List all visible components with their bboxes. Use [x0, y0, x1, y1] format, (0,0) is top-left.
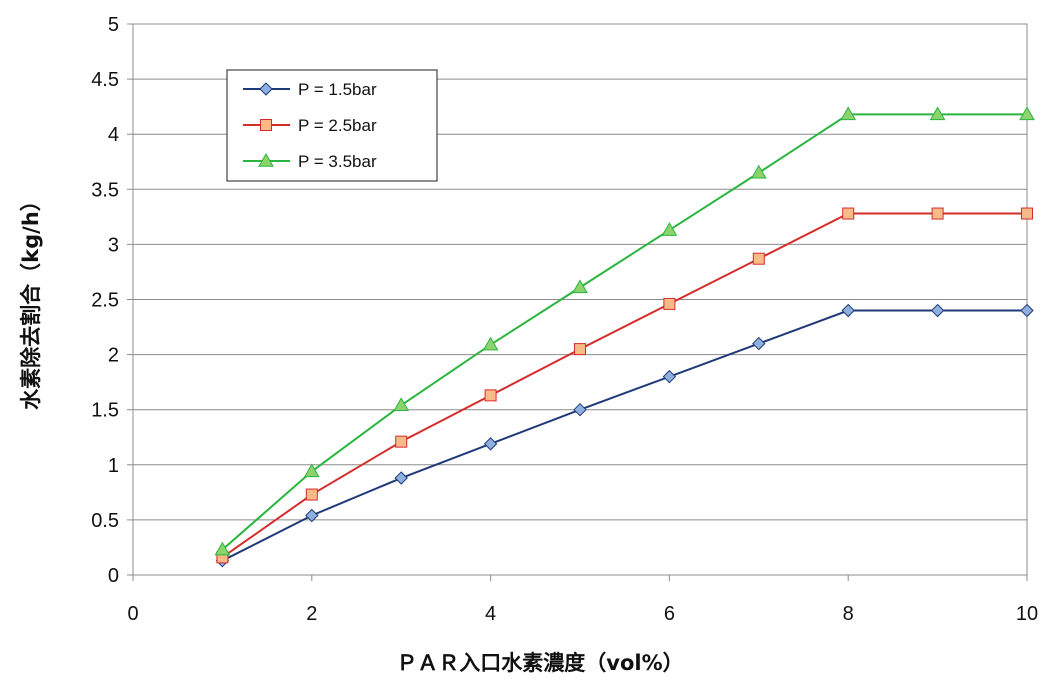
legend-entry: P = 2.5bar	[243, 116, 377, 135]
legend-label: P = 2.5bar	[298, 116, 377, 135]
x-tick-label: 10	[1016, 603, 1038, 625]
series-line	[221, 212, 1027, 559]
x-tick-label: 2	[306, 603, 317, 625]
legend-label: P = 3.5bar	[298, 152, 377, 171]
x-axis-ticks: 0 2 4 6 8 10	[127, 575, 1038, 625]
series-2	[216, 207, 1033, 564]
legend: P = 1.5bar P = 2.5bar P = 3.5bar	[226, 69, 438, 182]
x-tick-label: 8	[843, 603, 854, 625]
y-tick-label: 4.5	[91, 69, 119, 91]
x-axis-title: ＰＡＲ入口水素濃度（vol%）	[396, 651, 683, 675]
data-point-marker	[394, 471, 408, 485]
data-point-marker	[1021, 207, 1033, 220]
y-tick-label: 1.5	[91, 400, 119, 422]
data-point-marker	[663, 297, 676, 310]
y-tick-label: 3	[108, 234, 119, 256]
data-point-marker	[305, 488, 318, 501]
y-tick-label: 0.5	[91, 510, 119, 532]
data-point-marker	[483, 437, 498, 451]
legend-marker	[258, 152, 274, 167]
x-tick-label: 4	[485, 603, 496, 625]
data-point-marker	[395, 435, 408, 448]
legend-entry: P = 1.5bar	[243, 80, 377, 99]
y-tick-label: 4	[108, 124, 119, 146]
y-axis-ticks: 0 0.5 1 1.5 2 2.5 3 3.5 4 4.5 5	[91, 14, 133, 587]
data-point-marker	[393, 397, 410, 412]
data-point-marker	[303, 463, 320, 478]
x-tick-label: 0	[127, 603, 138, 625]
data-point-marker	[482, 336, 499, 351]
data-point-marker	[1019, 106, 1035, 121]
legend-marker	[259, 82, 273, 96]
data-point-marker	[929, 106, 946, 121]
legend-marker	[260, 119, 272, 131]
legend-entry: P = 3.5bar	[243, 152, 377, 171]
series-line	[221, 309, 1027, 562]
data-point-marker	[573, 402, 587, 417]
series-3	[214, 106, 1035, 556]
series-1	[215, 303, 1034, 568]
series-layer	[214, 106, 1035, 568]
data-point-marker	[662, 369, 677, 384]
y-axis-title: 水素除去割合（kg/h）	[19, 190, 43, 410]
data-point-marker	[930, 303, 945, 318]
y-tick-label: 5	[108, 14, 119, 36]
series-line	[221, 113, 1027, 551]
y-tick-label: 2.5	[91, 290, 119, 312]
data-point-marker	[750, 164, 767, 179]
y-tick-label: 0	[108, 565, 119, 587]
legend-label: P = 1.5bar	[298, 80, 377, 99]
data-point-marker	[842, 207, 855, 220]
data-point-marker	[305, 508, 319, 523]
data-point-marker	[840, 106, 857, 121]
x-tick-label: 6	[664, 603, 675, 625]
data-point-marker	[484, 389, 497, 402]
y-tick-label: 1	[108, 455, 119, 477]
y-tick-label: 3.5	[91, 179, 119, 201]
data-point-marker	[214, 541, 231, 556]
data-point-marker	[574, 343, 586, 356]
data-point-marker	[1020, 303, 1034, 318]
data-point-marker	[752, 336, 766, 351]
data-point-marker	[572, 279, 588, 294]
data-point-marker	[752, 252, 765, 265]
data-point-marker	[931, 207, 944, 220]
data-point-marker	[841, 303, 855, 318]
y-tick-label: 2	[108, 345, 119, 367]
data-point-marker	[661, 222, 678, 236]
